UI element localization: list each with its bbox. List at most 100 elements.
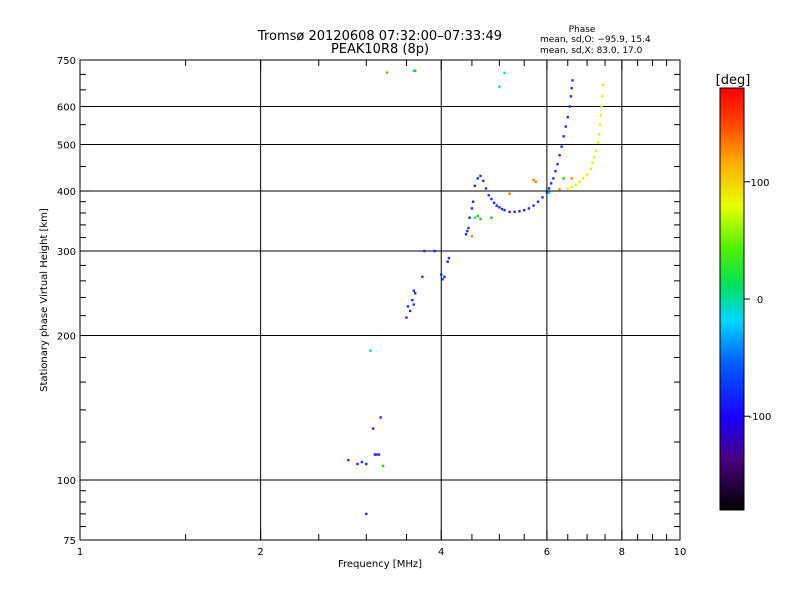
y-tick-label: 100 bbox=[57, 476, 76, 487]
data-point bbox=[495, 204, 498, 207]
colorbar-tick-label: 100 bbox=[750, 178, 769, 189]
data-point bbox=[498, 85, 501, 88]
data-point bbox=[597, 133, 601, 136]
colorbar-ticks: -100 0 100 bbox=[744, 178, 771, 423]
data-point bbox=[446, 260, 449, 263]
data-point bbox=[532, 204, 535, 207]
data-point bbox=[554, 169, 557, 173]
colorbar-tick-label: 0 bbox=[757, 295, 763, 306]
data-point bbox=[423, 249, 426, 253]
data-point bbox=[527, 207, 531, 210]
data-point bbox=[558, 188, 561, 191]
x-tick-label: 1 bbox=[77, 547, 83, 558]
data-point bbox=[541, 196, 544, 199]
data-point bbox=[369, 349, 372, 352]
data-point bbox=[589, 167, 592, 171]
data-point bbox=[560, 145, 563, 148]
x-tick-labels: 1 2 4 6 8 10 bbox=[77, 547, 687, 558]
data-point bbox=[479, 174, 482, 178]
data-point bbox=[487, 194, 490, 197]
y-tick-label: 300 bbox=[57, 247, 76, 258]
x-axis-label: Frequency [MHz] bbox=[338, 559, 422, 570]
data-point bbox=[585, 173, 589, 176]
x-tick-label: 2 bbox=[257, 547, 263, 558]
chart-subtitle: PEAK10R8 (8p) bbox=[331, 42, 429, 57]
data-point bbox=[408, 309, 412, 313]
data-point bbox=[570, 87, 573, 90]
data-point bbox=[599, 114, 603, 117]
data-point bbox=[547, 187, 551, 190]
data-point bbox=[569, 95, 573, 98]
data-point bbox=[482, 179, 485, 183]
data-point bbox=[600, 105, 603, 108]
phase-o-stats: mean, sd,O: −95.9, 15.4 bbox=[540, 35, 651, 45]
axis-ticks bbox=[79, 59, 681, 541]
data-point bbox=[492, 201, 496, 205]
data-point bbox=[503, 71, 506, 75]
data-point bbox=[570, 185, 573, 189]
data-point bbox=[574, 183, 577, 187]
data-point bbox=[412, 303, 415, 306]
data-point bbox=[490, 216, 493, 219]
data-point bbox=[385, 71, 389, 74]
data-point bbox=[508, 210, 511, 214]
y-tick-label: 400 bbox=[57, 187, 76, 198]
data-point bbox=[360, 460, 364, 464]
data-point bbox=[405, 316, 408, 319]
data-point bbox=[447, 256, 451, 260]
data-point bbox=[595, 149, 598, 153]
data-point bbox=[518, 210, 521, 213]
data-point bbox=[470, 235, 474, 238]
data-point bbox=[365, 512, 368, 516]
data-point bbox=[503, 208, 506, 212]
data-point bbox=[578, 180, 581, 184]
data-point bbox=[593, 156, 596, 159]
y-tick-label: 750 bbox=[57, 56, 76, 67]
data-point bbox=[414, 69, 417, 73]
data-point bbox=[356, 462, 359, 466]
data-point bbox=[564, 125, 567, 128]
data-point bbox=[365, 462, 368, 466]
y-tick-label: 200 bbox=[57, 332, 76, 343]
x-tick-label: 8 bbox=[619, 547, 625, 558]
data-point bbox=[602, 83, 605, 87]
data-point bbox=[508, 192, 511, 195]
data-point bbox=[421, 275, 424, 279]
colorbar-title: [deg] bbox=[716, 73, 751, 88]
data-point bbox=[440, 273, 443, 276]
data-point bbox=[467, 226, 470, 230]
data-point bbox=[498, 206, 501, 209]
data-point bbox=[532, 178, 535, 182]
data-point bbox=[500, 207, 504, 211]
data-point bbox=[473, 216, 477, 219]
data-point bbox=[523, 208, 526, 212]
data-point bbox=[412, 289, 415, 292]
data-point bbox=[490, 197, 493, 201]
data-point bbox=[570, 177, 573, 180]
colorbar bbox=[719, 87, 745, 511]
data-point bbox=[545, 191, 549, 194]
y-axis-label: Stationary phase Virtual Height [km] bbox=[39, 208, 50, 392]
data-point bbox=[443, 275, 446, 279]
y-tick-label: 75 bbox=[63, 536, 76, 547]
data-point bbox=[536, 200, 540, 203]
data-point bbox=[411, 298, 414, 302]
y-tick-label: 500 bbox=[57, 141, 76, 152]
data-point bbox=[582, 177, 585, 180]
data-point bbox=[471, 200, 475, 203]
data-point bbox=[406, 305, 410, 308]
data-point bbox=[379, 416, 382, 419]
chart-title: Tromsø 20120608 07:32:00–07:33:49 bbox=[257, 29, 502, 44]
phase-header: Phase bbox=[569, 25, 596, 35]
data-point bbox=[556, 162, 559, 166]
data-point bbox=[552, 177, 555, 180]
data-point bbox=[598, 123, 602, 126]
plot-area bbox=[79, 59, 681, 541]
data-point bbox=[377, 453, 381, 456]
data-point bbox=[464, 233, 468, 236]
data-points bbox=[347, 69, 605, 516]
data-point bbox=[414, 292, 417, 295]
data-point bbox=[375, 453, 378, 456]
data-point bbox=[470, 207, 474, 210]
